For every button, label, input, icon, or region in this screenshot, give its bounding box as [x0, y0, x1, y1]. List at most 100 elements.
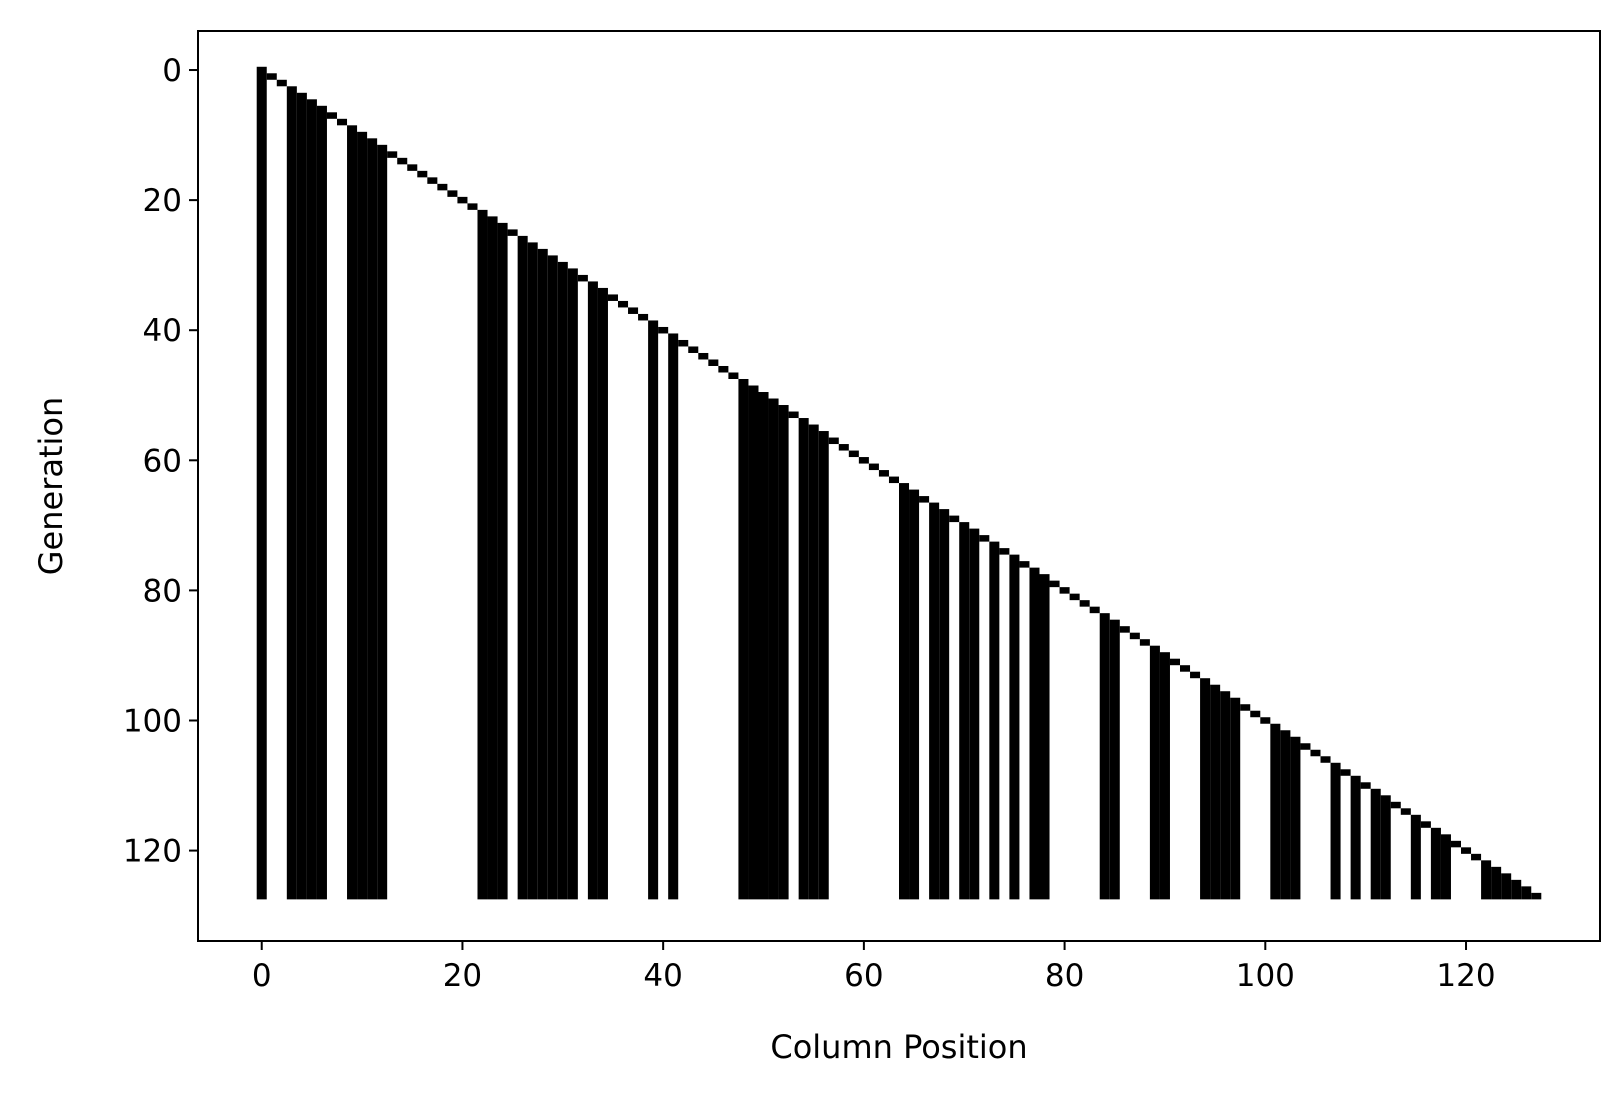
diagonal-cell	[838, 444, 849, 451]
diagonal-cell	[888, 476, 899, 484]
persistent-column-bar	[537, 248, 548, 900]
diagonal-cell	[407, 164, 418, 171]
diagonal-cell	[858, 457, 869, 464]
diagonal-cell	[1059, 587, 1070, 594]
persistent-column-bar	[1511, 879, 1522, 900]
diagonal-cell	[507, 229, 518, 236]
diagonal-cell	[1531, 892, 1542, 900]
persistent-column-bar	[1410, 814, 1421, 900]
diagonal-cell	[266, 73, 277, 80]
diagonal-cell	[1320, 756, 1331, 763]
diagonal-cell	[999, 548, 1010, 555]
persistent-column-bar	[939, 509, 950, 900]
persistent-column-bar	[798, 418, 809, 900]
persistent-column-bar	[758, 392, 769, 900]
diagonal-cell	[1069, 593, 1080, 601]
plot-frame	[197, 30, 1601, 942]
persistent-column-bar	[1330, 762, 1341, 900]
persistent-column-bar	[1501, 873, 1512, 900]
x-tick-label: 20	[443, 958, 482, 994]
persistent-column-bar	[1290, 736, 1301, 900]
y-tick-label: 80	[143, 573, 182, 609]
persistent-column-bar	[909, 489, 920, 900]
persistent-column-bar	[306, 99, 317, 900]
persistent-column-bar	[668, 333, 679, 900]
persistent-column-bar	[1009, 554, 1020, 900]
persistent-column-bar	[347, 125, 358, 900]
diagonal-cell	[1019, 561, 1030, 568]
heatmap-cells	[256, 66, 1542, 900]
diagonal-cell	[828, 437, 839, 445]
diagonal-cell	[457, 196, 468, 204]
persistent-column-bar	[1280, 730, 1291, 900]
diagonal-cell	[447, 190, 458, 197]
diagonal-cell	[658, 326, 669, 334]
persistent-column-bar	[1481, 860, 1492, 900]
diagonal-cell	[1360, 782, 1371, 789]
persistent-column-bar	[367, 138, 378, 900]
diagonal-cell	[427, 177, 438, 184]
persistent-column-bar	[1210, 684, 1221, 900]
diagonal-cell	[617, 300, 629, 308]
persistent-column-bar	[1230, 697, 1241, 900]
diagonal-cell	[868, 463, 879, 471]
persistent-column-bar	[527, 242, 538, 900]
persistent-column-bar	[1109, 619, 1120, 900]
persistent-column-bar	[1440, 834, 1451, 900]
persistent-column-bar	[316, 105, 327, 900]
diagonal-cell	[1390, 801, 1401, 809]
diagonal-cell	[607, 294, 618, 301]
diagonal-cell	[1180, 665, 1191, 672]
diagonal-cell	[1461, 847, 1472, 854]
y-tick-label: 100	[123, 703, 182, 739]
diagonal-cell	[678, 339, 689, 347]
diagonal-cell	[1310, 749, 1321, 757]
diagonal-cell	[1450, 840, 1462, 848]
diagonal-cell	[949, 515, 960, 523]
persistent-column-bar	[748, 385, 759, 900]
diagonal-cell	[788, 411, 799, 419]
diagonal-cell	[979, 535, 990, 542]
persistent-column-bar	[547, 255, 558, 900]
persistent-column-bar	[1200, 678, 1211, 900]
persistent-column-bar	[296, 92, 307, 900]
persistent-column-bar	[1099, 613, 1110, 900]
persistent-column-bar	[959, 522, 970, 900]
diagonal-cell	[628, 307, 639, 314]
persistent-column-bar	[487, 216, 498, 900]
diagonal-cell	[919, 496, 930, 503]
diagonal-cell	[467, 203, 478, 210]
y-axis-ticks: 0 20 40 60 80 100 120	[123, 53, 198, 870]
x-tick-label: 80	[1045, 958, 1084, 994]
persistent-column-bar	[557, 261, 568, 900]
diagonal-cell	[1340, 769, 1351, 776]
diagonal-cell	[417, 170, 428, 178]
diagonal-cell	[1300, 743, 1311, 750]
y-tick-label: 60	[143, 443, 182, 479]
y-tick-label: 20	[143, 183, 182, 219]
diagonal-cell	[848, 450, 859, 458]
persistent-column-bar	[818, 431, 829, 900]
diagonal-cell	[1240, 704, 1251, 711]
y-tick-label: 120	[123, 834, 182, 870]
x-tick-label: 40	[643, 958, 682, 994]
y-tick-label: 40	[143, 313, 182, 349]
diagonal-cell	[878, 470, 889, 477]
persistent-column-bar	[1370, 788, 1381, 900]
diagonal-cell	[577, 274, 588, 282]
x-tick-label: 100	[1236, 958, 1295, 994]
persistent-column-bar	[929, 502, 940, 900]
diagonal-cell	[387, 151, 398, 158]
diagonal-cell	[708, 359, 719, 366]
persistent-column-bar	[768, 398, 779, 900]
diagonal-cell	[1250, 710, 1261, 718]
persistent-column-bar	[1029, 567, 1040, 900]
diagonal-cell	[638, 313, 649, 321]
persistent-column-bar	[1270, 723, 1281, 900]
diagonal-cell	[326, 112, 337, 119]
diagonal-cell	[1190, 671, 1201, 679]
persistent-column-bar	[1521, 886, 1532, 900]
x-tick-label: 120	[1436, 958, 1495, 994]
diagonal-cell	[698, 352, 709, 360]
